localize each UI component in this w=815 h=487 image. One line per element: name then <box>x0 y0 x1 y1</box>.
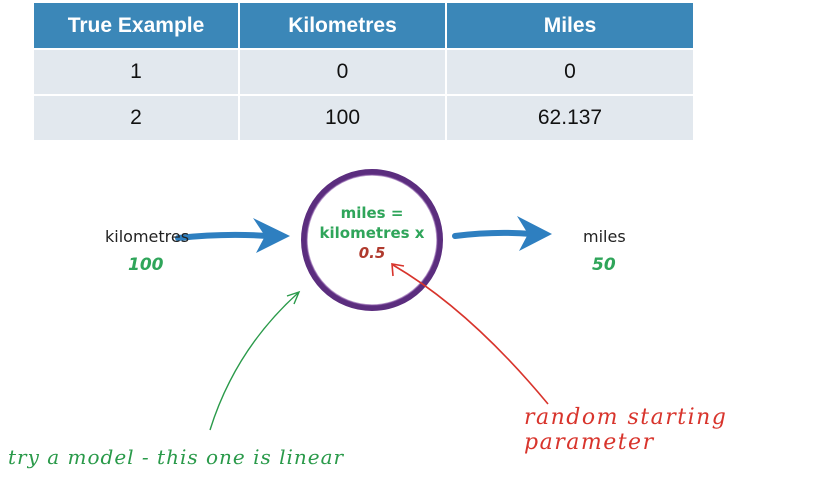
input-arrow-icon <box>175 218 290 253</box>
model-note: try a model - this one is linear <box>8 445 345 469</box>
input-label: kilometres <box>105 227 190 246</box>
table-header-row: True Example Kilometres Miles <box>34 3 693 50</box>
output-value: 50 <box>592 255 616 275</box>
header-miles: Miles <box>447 3 693 50</box>
examples-table: True Example Kilometres Miles 1 0 0 2 10… <box>34 3 693 142</box>
header-true-example: True Example <box>34 3 240 50</box>
model-formula: miles = kilometres x 0.5 <box>302 203 442 263</box>
table-row: 1 0 0 <box>34 50 693 96</box>
model-circle <box>301 169 443 311</box>
table-row: 2 100 62.137 <box>34 96 693 142</box>
formula-line-2: kilometres x <box>319 224 425 242</box>
cell-miles: 0 <box>447 50 693 96</box>
output-label: miles <box>583 227 626 246</box>
formula-line-1: miles = <box>340 204 404 222</box>
cell-example: 2 <box>34 96 240 142</box>
model-note-pointer-icon <box>209 290 301 431</box>
header-kilometres: Kilometres <box>240 3 447 50</box>
cell-kilometres: 100 <box>240 96 447 142</box>
input-value: 100 <box>128 255 164 275</box>
param-note-pointer-icon <box>391 263 549 405</box>
param-note: random starting parameter <box>524 405 728 455</box>
cell-kilometres: 0 <box>240 50 447 96</box>
cell-example: 1 <box>34 50 240 96</box>
cell-miles: 62.137 <box>447 96 693 142</box>
output-arrow-icon <box>452 216 552 251</box>
formula-parameter: 0.5 <box>358 244 386 262</box>
